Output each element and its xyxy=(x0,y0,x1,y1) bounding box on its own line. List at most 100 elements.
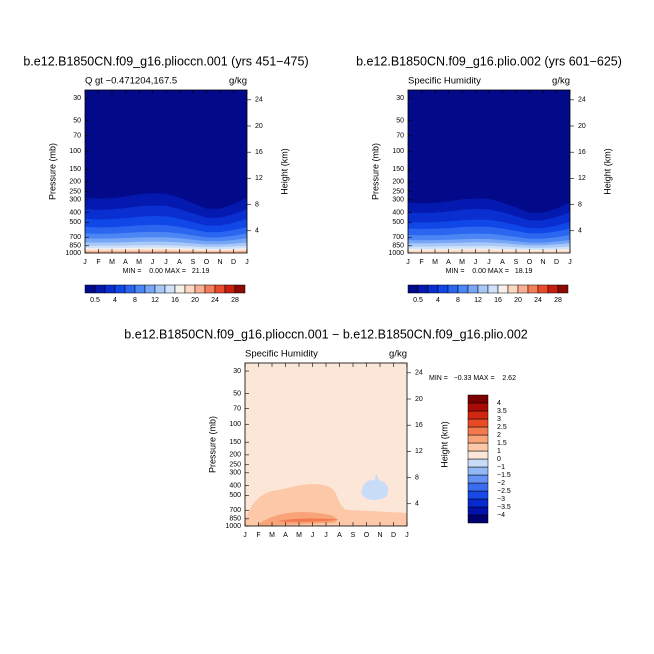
x-tick-label: S xyxy=(191,259,196,266)
x-tick-label: J xyxy=(151,259,155,266)
colorbar-box xyxy=(527,284,539,294)
min-max: MIN = 0.00 MAX = 21.19 xyxy=(123,268,210,275)
y2-axis-label: Height (km) xyxy=(602,148,612,195)
y-tick-label: 30 xyxy=(73,95,81,102)
y-tick-label: 1000 xyxy=(225,523,241,530)
x-tick-label: J xyxy=(405,532,409,539)
colorbar-box xyxy=(517,284,529,294)
y-tick-label: 70 xyxy=(73,132,81,139)
panel-title: b.e12.B1850CN.f09_g16.plio.002 (yrs 601−… xyxy=(356,54,622,68)
colorbar-label: −3 xyxy=(497,496,505,503)
colorbar-label: 16 xyxy=(171,297,179,304)
x-tick-label: J xyxy=(324,532,328,539)
x-tick-label: D xyxy=(391,532,396,539)
colorbar-box xyxy=(437,284,449,294)
colorbar-label: 1 xyxy=(497,448,501,455)
y2-tick-label: 20 xyxy=(415,396,423,403)
y-tick-label: 700 xyxy=(229,507,241,514)
colorbar-label: 2 xyxy=(497,432,501,439)
y2-tick-label: 8 xyxy=(578,201,582,208)
colorbar-box xyxy=(467,490,489,500)
y-tick-label: 850 xyxy=(69,243,81,250)
x-tick-label: J xyxy=(311,532,315,539)
y2-tick-label: 12 xyxy=(578,175,586,182)
colorbar-label: 24 xyxy=(534,297,542,304)
y2-axis-label: Height (km) xyxy=(279,148,289,195)
colorbar-label: 12 xyxy=(151,297,159,304)
colorbar-box xyxy=(224,284,236,294)
colorbar-box xyxy=(104,284,116,294)
colorbar-box xyxy=(467,450,489,460)
colorbar-label: 0.5 xyxy=(90,297,100,304)
colorbar-box xyxy=(477,284,489,294)
colorbar-box xyxy=(537,284,549,294)
colorbar-box xyxy=(214,284,226,294)
y2-tick-label: 16 xyxy=(415,422,423,429)
y2-tick-label: 20 xyxy=(255,123,263,130)
x-tick-label: J xyxy=(245,259,249,266)
y-axis-label: Pressure (mb) xyxy=(207,416,217,473)
x-tick-label: M xyxy=(269,532,275,539)
y-tick-label: 200 xyxy=(392,179,404,186)
contour-field xyxy=(85,90,247,253)
y-tick-label: 200 xyxy=(69,179,81,186)
left-string: Specific Humidity xyxy=(408,76,481,87)
colorbar-box xyxy=(467,418,489,428)
colorbar-box xyxy=(467,498,489,508)
x-tick-label: A xyxy=(177,259,182,266)
colorbar-label: 16 xyxy=(494,297,502,304)
x-tick-label: O xyxy=(527,259,533,266)
x-tick-label: M xyxy=(136,259,142,266)
colorbar-label: 4 xyxy=(497,400,501,407)
colorbar-label: 8 xyxy=(456,297,460,304)
y-tick-label: 500 xyxy=(392,219,404,226)
y-tick-label: 200 xyxy=(229,452,241,459)
y-tick-label: 700 xyxy=(69,234,81,241)
colorbar-label: 28 xyxy=(231,297,239,304)
colorbar-label: 2.5 xyxy=(497,424,507,431)
colorbar-box xyxy=(467,482,489,492)
colorbar-label: 8 xyxy=(133,297,137,304)
colorbar-box xyxy=(467,474,489,484)
y-tick-label: 700 xyxy=(392,234,404,241)
colorbar-label: −1.5 xyxy=(497,472,511,479)
y2-tick-label: 4 xyxy=(578,228,582,235)
x-tick-label: A xyxy=(283,532,288,539)
x-tick-label: J xyxy=(487,259,491,266)
y-tick-label: 400 xyxy=(392,209,404,216)
y2-tick-label: 20 xyxy=(578,123,586,130)
y-tick-label: 850 xyxy=(392,243,404,250)
y2-axis-label: Height (km) xyxy=(439,421,449,468)
colorbar-box xyxy=(467,514,489,524)
x-tick-label: M xyxy=(296,532,302,539)
y-tick-label: 500 xyxy=(229,492,241,499)
colorbar-box xyxy=(114,284,126,294)
y-tick-label: 1000 xyxy=(65,250,81,257)
y-tick-label: 100 xyxy=(69,148,81,155)
y-tick-label: 1000 xyxy=(388,250,404,257)
colorbar-box xyxy=(84,284,96,294)
y2-tick-label: 24 xyxy=(255,97,263,104)
y2-tick-label: 4 xyxy=(415,501,419,508)
colorbar-box xyxy=(467,442,489,452)
colorbar-box xyxy=(134,284,146,294)
colorbar-label: −3.5 xyxy=(497,504,511,511)
x-tick-label: O xyxy=(364,532,370,539)
x-tick-label: M xyxy=(109,259,115,266)
contour-field xyxy=(408,90,570,253)
colorbar-label: −4 xyxy=(497,512,505,519)
contour-band xyxy=(361,473,389,500)
colorbar-label: 12 xyxy=(474,297,482,304)
x-tick-label: J xyxy=(474,259,478,266)
x-tick-label: J xyxy=(568,259,572,266)
colorbar-box xyxy=(467,466,489,476)
y2-tick-label: 12 xyxy=(415,448,423,455)
x-tick-label: F xyxy=(419,259,423,266)
colorbar-label: 0 xyxy=(497,456,501,463)
x-tick-label: M xyxy=(459,259,465,266)
colorbar-box xyxy=(467,506,489,516)
colorbar-box xyxy=(427,284,439,294)
colorbar-label: 3.5 xyxy=(497,408,507,415)
y-tick-label: 500 xyxy=(69,219,81,226)
y-tick-label: 250 xyxy=(392,189,404,196)
